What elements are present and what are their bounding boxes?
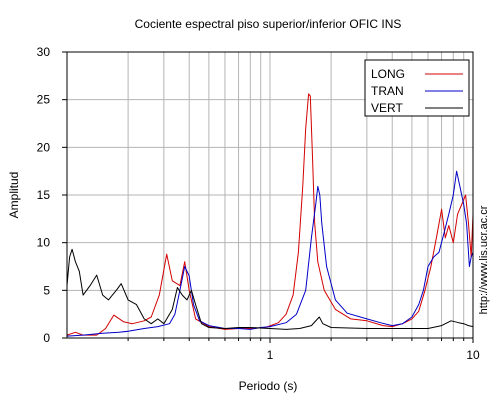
y-tick-label: 20: [37, 140, 51, 154]
website-watermark: http://www.lis.ucr.ac.cr: [478, 205, 490, 314]
legend-box: [364, 59, 470, 117]
y-tick-label: 15: [37, 188, 51, 202]
series-layer: [66, 93, 474, 337]
x-tick-label: 10: [466, 348, 480, 362]
legend-label-tran: TRAN: [371, 84, 404, 98]
series-line-long: [66, 93, 474, 336]
x-axis-label: Periodo (s): [239, 379, 298, 393]
chart-title: Cociente espectral piso superior/inferio…: [135, 17, 402, 31]
series-line-tran: [66, 170, 474, 337]
legend: LONG TRAN VERT: [364, 59, 470, 117]
legend-label-vert: VERT: [371, 101, 403, 115]
y-tick-label: 30: [37, 45, 51, 59]
y-axis-label: Amplitud: [7, 172, 21, 219]
y-axis-ticks: 0 5 10 15 20 25 30: [37, 45, 67, 345]
x-axis-ticks: 1 10: [127, 338, 480, 362]
y-tick-label: 25: [37, 93, 51, 107]
y-tick-label: 5: [43, 283, 50, 297]
series-line-vert: [66, 248, 474, 330]
x-tick-label: 1: [267, 348, 274, 362]
y-tick-label: 0: [43, 331, 50, 345]
legend-label-long: LONG: [371, 67, 405, 81]
y-tick-label: 10: [37, 236, 51, 250]
